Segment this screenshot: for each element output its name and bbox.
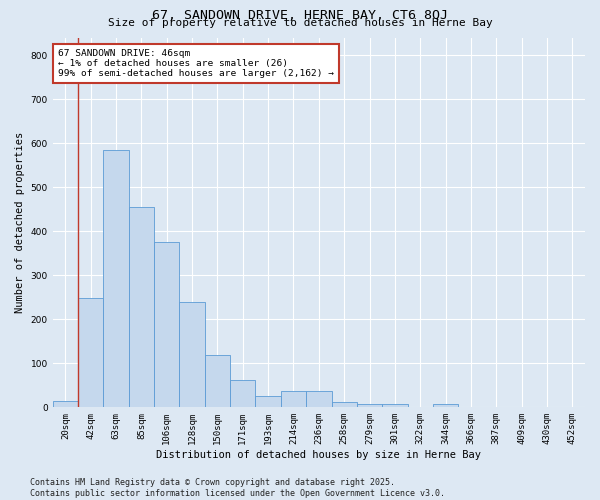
Bar: [281, 390, 306, 407]
Bar: [332, 402, 357, 407]
Bar: [78, 298, 103, 408]
Bar: [357, 404, 382, 407]
Bar: [230, 380, 256, 407]
Text: 67, SANDOWN DRIVE, HERNE BAY, CT6 8QJ: 67, SANDOWN DRIVE, HERNE BAY, CT6 8QJ: [152, 9, 448, 22]
Bar: [306, 390, 332, 407]
Text: Contains HM Land Registry data © Crown copyright and database right 2025.
Contai: Contains HM Land Registry data © Crown c…: [30, 478, 445, 498]
Bar: [205, 354, 230, 408]
Bar: [154, 242, 179, 408]
Bar: [129, 207, 154, 408]
Bar: [382, 404, 407, 407]
Bar: [433, 404, 458, 407]
Text: Size of property relative to detached houses in Herne Bay: Size of property relative to detached ho…: [107, 18, 493, 28]
Bar: [103, 150, 129, 407]
X-axis label: Distribution of detached houses by size in Herne Bay: Distribution of detached houses by size …: [157, 450, 481, 460]
Text: 67 SANDOWN DRIVE: 46sqm
← 1% of detached houses are smaller (26)
99% of semi-det: 67 SANDOWN DRIVE: 46sqm ← 1% of detached…: [58, 48, 334, 78]
Bar: [256, 396, 281, 407]
Bar: [53, 400, 78, 407]
Y-axis label: Number of detached properties: Number of detached properties: [15, 132, 25, 313]
Bar: [179, 302, 205, 408]
